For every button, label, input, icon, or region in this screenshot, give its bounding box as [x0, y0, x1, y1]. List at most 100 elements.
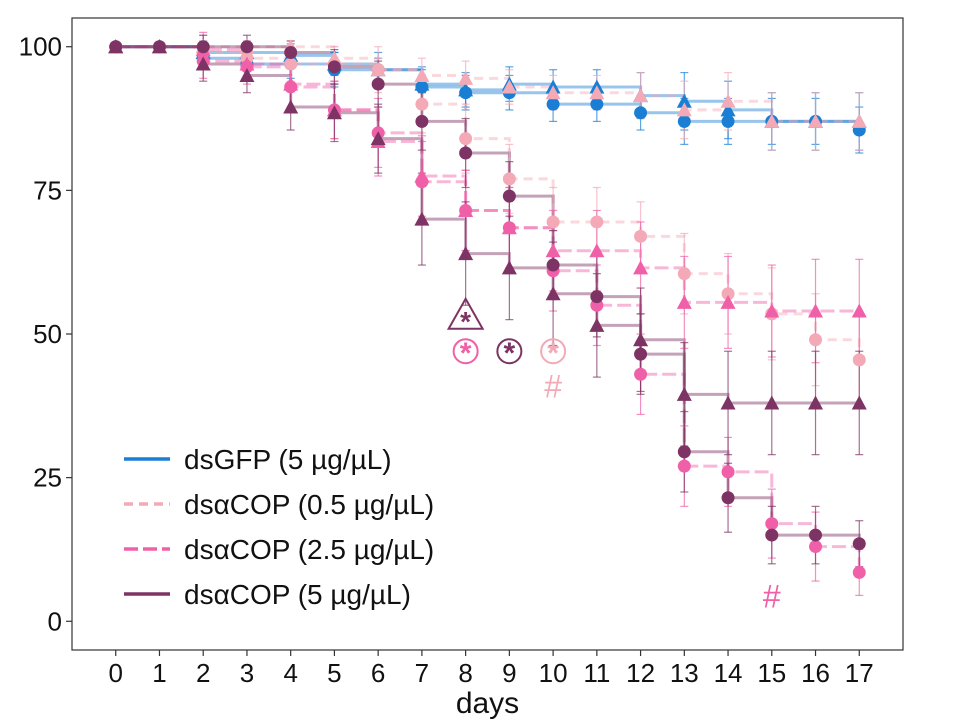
point-triangle-3-6 [370, 131, 386, 146]
point-circle-3-10 [546, 258, 560, 272]
x-tick-label-10: 10 [539, 658, 568, 688]
point-circle-3-2 [196, 40, 210, 54]
point-circle-3-13 [677, 445, 691, 459]
point-triangle-2-12 [633, 260, 649, 275]
point-triangle-0-14 [720, 102, 736, 117]
point-triangle-1-6 [370, 62, 386, 77]
x-tick-label-11: 11 [583, 658, 610, 688]
point-triangle-3-9 [501, 260, 517, 275]
point-circle-1-11 [590, 215, 604, 229]
point-circle-1-16 [809, 333, 823, 347]
point-circle-2-13 [677, 459, 691, 473]
annotation-asterisk-2: * [504, 337, 516, 370]
point-triangle-1-15 [764, 113, 780, 128]
point-circle-3-8 [459, 146, 473, 160]
point-circle-3-12 [634, 347, 648, 361]
point-circle-1-9 [502, 172, 516, 186]
x-tick-label-0: 0 [109, 658, 123, 688]
x-tick-label-13: 13 [670, 658, 699, 688]
point-circle-2-12 [634, 367, 648, 381]
point-triangle-1-7 [414, 67, 430, 82]
point-triangle-2-16 [808, 303, 824, 318]
plot-panel [71, 17, 904, 651]
annotation-asterisk-3: * [547, 337, 559, 370]
point-triangle-2-8 [458, 202, 474, 217]
point-circle-3-6 [371, 77, 385, 91]
point-triangle-3-12 [633, 332, 649, 347]
annotation-triangle-outline-0 [446, 296, 485, 330]
point-triangle-1-13 [676, 102, 692, 117]
y-tick-label-2: 50 [33, 319, 62, 349]
point-circle-0-11 [590, 97, 604, 111]
x-tick-label-3: 3 [240, 658, 254, 688]
point-triangle-2-11 [589, 243, 605, 258]
point-triangle-3-4 [283, 99, 299, 114]
point-circle-1-8 [459, 132, 473, 146]
point-circle-1-10 [546, 215, 560, 229]
y-tick-label-4: 100 [19, 32, 62, 62]
annotation-hash-4: # [544, 369, 562, 405]
point-triangle-3-13 [676, 386, 692, 401]
point-triangle-3-0 [108, 39, 124, 54]
point-circle-3-7 [415, 114, 429, 128]
point-triangle-2-10 [545, 243, 561, 258]
point-circle-3-9 [502, 189, 516, 203]
x-tick-label-5: 5 [327, 658, 341, 688]
annotation-circle-outline-2 [496, 338, 523, 365]
point-triangle-1-17 [851, 113, 867, 128]
point-triangle-3-17 [851, 395, 867, 410]
x-axis-title: days [456, 687, 519, 720]
point-circle-1-14 [721, 287, 735, 301]
point-circle-0-13 [677, 114, 691, 128]
x-tick-label-8: 8 [458, 658, 472, 688]
point-circle-3-17 [852, 537, 866, 551]
x-tick-label-6: 6 [371, 658, 385, 688]
point-triangle-3-10 [545, 286, 561, 301]
point-triangle-1-12 [633, 88, 649, 103]
point-triangle-2-9 [501, 220, 517, 235]
annotation-hash-5: # [763, 578, 781, 614]
point-triangle-3-3 [239, 67, 255, 82]
point-circle-2-16 [809, 540, 823, 554]
x-tick-label-15: 15 [757, 658, 786, 688]
legend-label-3: dsαCOP (5 µg/µL) [184, 579, 411, 610]
point-circle-1-12 [634, 229, 648, 243]
point-triangle-3-5 [326, 105, 342, 120]
point-triangle-1-14 [720, 93, 736, 108]
point-triangle-3-1 [151, 39, 167, 54]
point-circle-1-4 [284, 57, 298, 71]
point-triangle-2-13 [676, 294, 692, 309]
point-circle-3-11 [590, 290, 604, 304]
point-triangle-1-16 [808, 113, 824, 128]
point-triangle-2-7 [414, 168, 430, 183]
point-triangle-2-15 [764, 303, 780, 318]
point-circle-3-14 [721, 491, 735, 505]
point-triangle-0-7 [414, 76, 430, 91]
point-triangle-1-8 [458, 70, 474, 85]
point-triangle-1-5 [326, 50, 342, 65]
x-tick-label-12: 12 [626, 658, 655, 688]
point-triangle-3-11 [589, 317, 605, 332]
point-triangle-2-14 [720, 294, 736, 309]
point-circle-0-12 [634, 106, 648, 120]
point-circle-3-3 [240, 40, 254, 54]
point-circle-3-15 [765, 528, 779, 542]
legend-label-0: dsGFP (5 µg/µL) [184, 444, 392, 475]
point-triangle-3-7 [414, 211, 430, 226]
point-triangle-3-2 [195, 56, 211, 71]
annotation-asterisk-0: * [460, 306, 471, 337]
annotation-circle-outline-1 [452, 338, 479, 365]
point-triangle-0-13 [676, 93, 692, 108]
point-circle-2-14 [721, 465, 735, 479]
point-triangle-2-4 [283, 76, 299, 91]
legend: dsGFP (5 µg/µL) dsαCOP (0.5 µg/µL) dsαCOP … [124, 444, 434, 610]
y-tick-label-0: 0 [48, 606, 62, 636]
x-tick-label-1: 1 [152, 658, 166, 688]
step-line-2-circle [115, 45, 861, 573]
point-circle-2-17 [852, 565, 866, 579]
point-triangle-3-16 [808, 395, 824, 410]
x-tick-label-4: 4 [283, 658, 297, 688]
point-circle-3-5 [327, 60, 341, 74]
